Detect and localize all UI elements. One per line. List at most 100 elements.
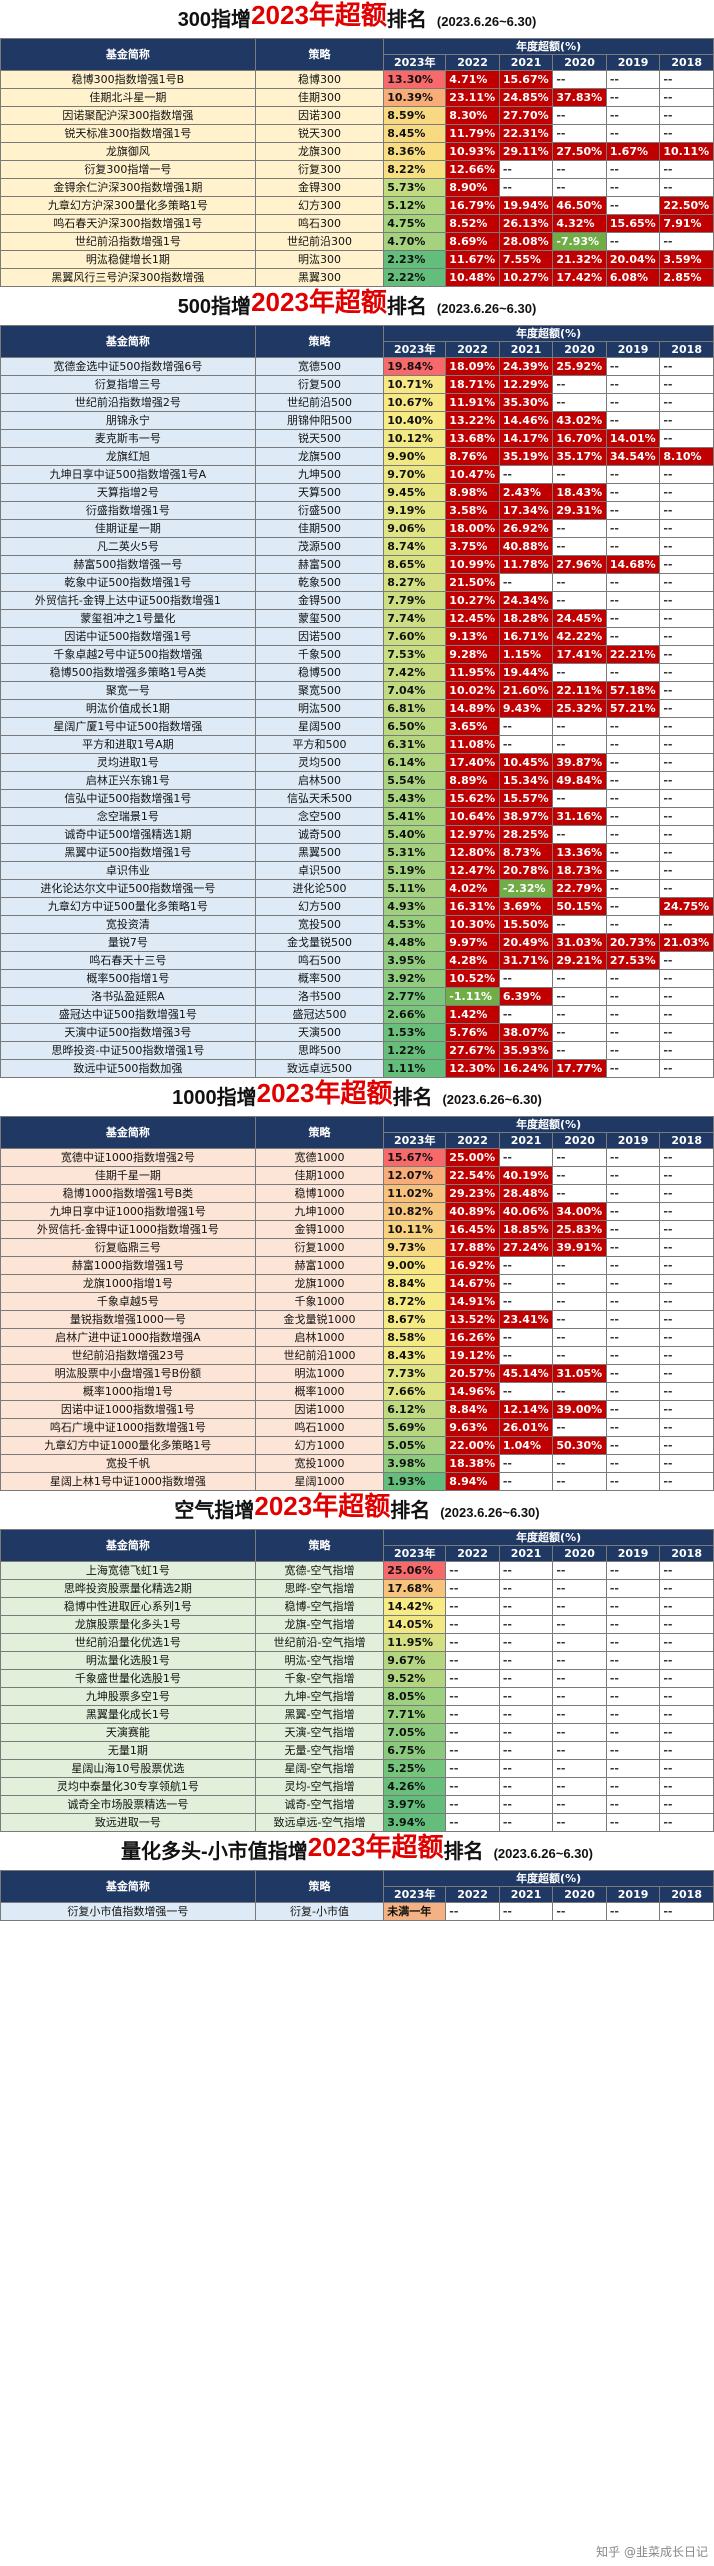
excess-2020: -- (552, 1579, 607, 1598)
fund-strategy: 念空500 (254, 807, 385, 826)
excess-2022: 8.89% (445, 771, 500, 790)
excess-2019: -- (605, 627, 661, 646)
table-row: 宽德金选中证500指数增强6号 宽德500 19.84% 18.09% 24.39% 25… (0, 357, 714, 376)
section-title-sair: 空气指增 2023年超额 排名 (2023.6.26~6.30) (0, 1491, 714, 1529)
table-row: 金锝余仁沪深300指数增强1期 金锝300 5.73% 8.90% -- -- -- -- (0, 178, 714, 197)
excess-2022: 13.22% (445, 411, 500, 430)
excess-2021: 38.07% (498, 1023, 554, 1042)
excess-2019: -- (605, 1364, 661, 1383)
excess-2018: -- (659, 1023, 714, 1042)
excess-2020: -- (552, 663, 607, 682)
table-row: 九坤日享中证1000指数增强1号 九坤1000 10.82% 40.89% 40.06%… (0, 1202, 714, 1221)
excess-2022: 12.30% (445, 1059, 500, 1078)
table-row: 世纪前沿指数增强2号 世纪前沿500 10.67% 11.91% 35.30% -- -- -… (0, 393, 714, 412)
table-row: 灵均进取1号 灵均500 6.14% 17.40% 10.45% 39.87% -- -- (0, 753, 714, 772)
excess-2021: -- (498, 1777, 554, 1796)
excess-2022: -- (445, 1705, 500, 1724)
excess-2020: 4.32% (552, 214, 607, 233)
excess-2019: -- (605, 1436, 661, 1455)
excess-2019: -- (605, 1561, 661, 1580)
excess-2022: 10.64% (445, 807, 500, 826)
excess-2023: 5.19% (383, 861, 447, 880)
table-row: 念空瑞景1号 念空500 5.41% 10.64% 38.97% 31.16% -- -- (0, 807, 714, 826)
excess-2022: 22.00% (445, 1436, 500, 1455)
excess-2018: -- (659, 1705, 714, 1724)
excess-2018: -- (659, 1615, 714, 1634)
fund-name: 鸣石春天沪深300指数增强1号 (0, 214, 256, 233)
header-year: 2021 (498, 341, 554, 358)
excess-2020: -- (552, 1795, 607, 1814)
fund-strategy: 诚奇500 (254, 825, 385, 844)
fund-name: 外贸信托-金锝中证1000指数增强1号 (0, 1220, 256, 1239)
fund-strategy: 稳博300 (254, 70, 385, 89)
excess-2020: 13.36% (552, 843, 607, 862)
excess-2018: -- (659, 160, 714, 179)
excess-2020: -- (552, 1597, 607, 1616)
excess-2021: 2.43% (498, 483, 554, 502)
excess-2021: 10.27% (498, 268, 554, 287)
fund-strategy: 天演-空气指增 (254, 1723, 385, 1742)
excess-2022: 14.91% (445, 1292, 500, 1311)
excess-2020: -- (552, 1382, 607, 1401)
table-row: 赫富500指数增强一号 赫富500 8.65% 10.99% 11.78% 27.96% 1… (0, 555, 714, 574)
excess-2021: 35.30% (498, 393, 554, 412)
excess-2023: 1.11% (383, 1059, 447, 1078)
excess-2018: -- (659, 843, 714, 862)
excess-2021: 24.85% (498, 88, 554, 107)
fund-name: 蒙玺祖冲之1号量化 (0, 609, 256, 628)
excess-2019: -- (605, 717, 661, 736)
excess-2018: -- (659, 663, 714, 682)
fund-strategy: 宽投500 (254, 915, 385, 934)
excess-2022: 22.54% (445, 1166, 500, 1185)
excess-2023: 7.05% (383, 1723, 447, 1742)
excess-2020: 25.83% (552, 1220, 607, 1239)
fund-name: 平方和进取1号A期 (0, 735, 256, 754)
excess-2023: 11.02% (383, 1184, 447, 1203)
fund-strategy: 致远卓远500 (254, 1059, 385, 1078)
excess-2023: 13.30% (383, 70, 447, 89)
ranking-table-sair: 基金简称 策略 年度超额(%) 2023年 2022 2021 2020 2019 2018 上海… (0, 1529, 714, 1832)
header-strategy: 策略 (254, 325, 385, 358)
excess-2019: -- (605, 465, 661, 484)
excess-2021: -- (498, 1759, 554, 1778)
header-year: 2019 (605, 1132, 661, 1149)
table-row: 外贸信托-金锝中证1000指数增强1号 金锝1000 10.11% 16.45% 18.… (0, 1220, 714, 1239)
table-row: 宽投资清 宽投500 4.53% 10.30% 15.50% -- -- -- (0, 915, 714, 934)
excess-2020: -- (552, 1041, 607, 1060)
excess-2023: 8.58% (383, 1328, 447, 1347)
fund-name: 衍复300指增一号 (0, 160, 256, 179)
excess-2020: -- (552, 537, 607, 556)
excess-2022: -- (445, 1902, 500, 1921)
excess-2019: -- (605, 1705, 661, 1724)
fund-name: 聚宽一号 (0, 681, 256, 700)
excess-2020: -- (552, 1651, 607, 1670)
excess-2020: 17.77% (552, 1059, 607, 1078)
excess-2019: -- (605, 537, 661, 556)
excess-2019: -- (605, 1238, 661, 1257)
fund-strategy: 幻方500 (254, 897, 385, 916)
excess-2019: -- (605, 124, 661, 143)
fund-name: 致远中证500指数加强 (0, 1059, 256, 1078)
fund-strategy: 朋锦仲阳500 (254, 411, 385, 430)
excess-2019: -- (605, 789, 661, 808)
excess-2018: -- (659, 717, 714, 736)
fund-name: 稳博中性进取匠心系列1号 (0, 1597, 256, 1616)
excess-2022: -- (445, 1669, 500, 1688)
excess-2022: -- (445, 1597, 500, 1616)
excess-2023: 12.07% (383, 1166, 447, 1185)
excess-2022: 13.68% (445, 429, 500, 448)
fund-strategy: 世纪前沿-空气指增 (254, 1633, 385, 1652)
header-year: 2021 (498, 1545, 554, 1562)
fund-name: 鸣石广境中证1000指数增强1号 (0, 1418, 256, 1437)
table-row: 九章幻方沪深300量化多策略1号 幻方300 5.12% 16.79% 19.94% 46… (0, 196, 714, 215)
excess-2018: -- (659, 1579, 714, 1598)
excess-2020: 43.02% (552, 411, 607, 430)
fund-name: 灵均中泰量化30专享领航1号 (0, 1777, 256, 1796)
ranking-table-squant: 基金简称 策略 年度超额(%) 2023年 2022 2021 2020 2019 2018 衍复… (0, 1870, 714, 1921)
table-row: 盛冠达中证500指数增强1号 盛冠达500 2.66% 1.42% -- -- -- -- (0, 1005, 714, 1024)
excess-2020: -- (552, 1184, 607, 1203)
table-row: 衍复300指增一号 衍复300 8.22% 12.66% -- -- -- -- (0, 160, 714, 179)
excess-2022: -- (445, 1615, 500, 1634)
excess-2019: -- (605, 1382, 661, 1401)
excess-2022: -- (445, 1759, 500, 1778)
